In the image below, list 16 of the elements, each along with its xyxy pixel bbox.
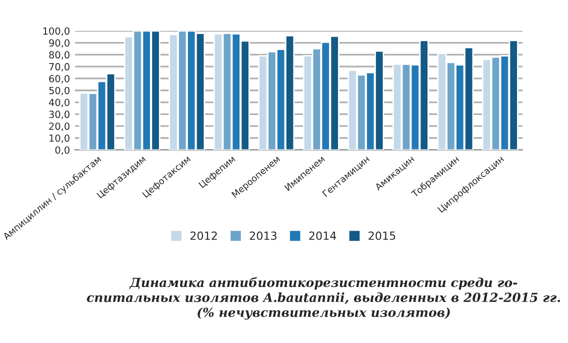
y-tick-label: 0,0 <box>55 146 70 155</box>
legend-label: 2012 <box>190 231 217 240</box>
text: Динамика антибиотикорезистентности среди го- спитальных изолятов A.bautannii, выделенных в 2012-2015 гг. (% нечувствительных изолятов) <box>86 277 560 320</box>
y-tick-label: 80,0 <box>49 51 70 60</box>
y-tick-label: 10,0 <box>50 134 70 143</box>
y-tick-label: 50,0 <box>49 86 70 96</box>
legend-label: 2015 <box>368 231 396 240</box>
y-tick-label: 30,0 <box>49 110 70 120</box>
y-tick-label: 60,0 <box>49 74 70 84</box>
legend-label: 2013 <box>250 231 276 240</box>
y-tick-label: 70,0 <box>49 63 70 72</box>
y-tick-label: 100,0 <box>43 27 70 36</box>
legend-label: 2014 <box>309 231 336 240</box>
y-tick-label: 40,0 <box>48 98 70 108</box>
y-tick-label: 90,0 <box>49 39 70 48</box>
y-tick-label: 20,0 <box>49 122 70 131</box>
